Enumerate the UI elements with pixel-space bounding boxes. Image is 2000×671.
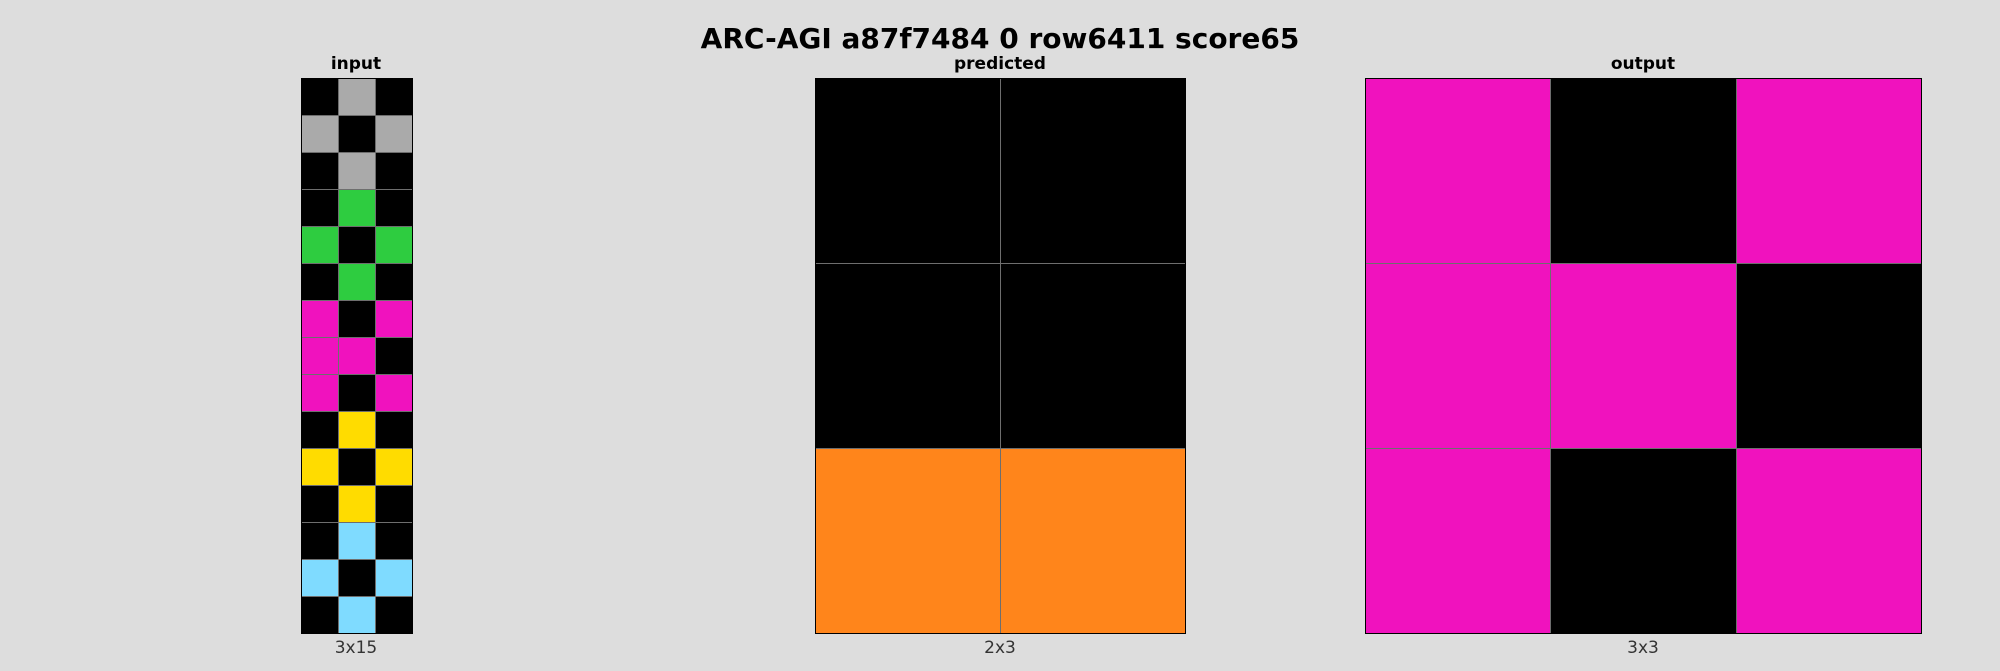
output-cell: [1551, 264, 1736, 448]
input-cell: [302, 375, 338, 411]
input-cell: [339, 116, 375, 152]
input-cell: [376, 523, 412, 559]
input-cell: [302, 190, 338, 226]
input-cell: [302, 486, 338, 522]
input-cell: [376, 338, 412, 374]
input-cell: [376, 486, 412, 522]
input-cell: [376, 116, 412, 152]
input-cell: [302, 449, 338, 485]
input-cell: [302, 301, 338, 337]
input-cell: [339, 79, 375, 115]
output-cell: [1736, 449, 1921, 633]
input-panel-label: input: [330, 54, 382, 74]
input-cell: [376, 153, 412, 189]
predicted-cell: [1001, 449, 1185, 633]
input-cell: [302, 79, 338, 115]
input-cell: [339, 523, 375, 559]
input-cell: [376, 375, 412, 411]
input-cell: [376, 449, 412, 485]
input-cell: [339, 412, 375, 448]
output-cell: [1736, 79, 1921, 263]
output-dims-label: 3x3: [1627, 638, 1659, 658]
predicted-cell: [1001, 264, 1185, 448]
input-cell: [302, 264, 338, 300]
predicted-cell: [816, 264, 1000, 448]
input-cell: [339, 153, 375, 189]
output-panel-label: output: [1610, 54, 1676, 74]
output-cell: [1736, 264, 1921, 448]
input-cell: [339, 301, 375, 337]
output-cell: [1551, 449, 1736, 633]
predicted-grid: [815, 78, 1186, 634]
input-cell: [339, 486, 375, 522]
predicted-dims-label: 2x3: [984, 638, 1016, 658]
input-cell: [339, 597, 375, 633]
output-cell: [1551, 79, 1736, 263]
input-cell: [302, 597, 338, 633]
input-cell: [302, 116, 338, 152]
output-grid: [1365, 78, 1922, 634]
input-cell: [339, 375, 375, 411]
input-cell: [376, 190, 412, 226]
input-cell: [339, 449, 375, 485]
input-cell: [302, 338, 338, 374]
input-cell: [302, 412, 338, 448]
input-grid: [301, 78, 413, 634]
input-cell: [376, 227, 412, 263]
predicted-cell: [816, 449, 1000, 633]
page-title: ARC-AGI a87f7484 0 row6411 score65: [700, 22, 1300, 55]
input-cell: [376, 79, 412, 115]
input-cell: [339, 190, 375, 226]
input-cell: [302, 227, 338, 263]
input-cell: [376, 264, 412, 300]
output-cell: [1366, 264, 1551, 448]
input-cell: [302, 523, 338, 559]
input-cell: [339, 227, 375, 263]
input-cell: [339, 560, 375, 596]
input-cell: [376, 560, 412, 596]
input-dims-label: 3x15: [334, 638, 378, 658]
predicted-panel-label: predicted: [954, 54, 1046, 74]
predicted-cell: [1001, 79, 1185, 263]
input-cell: [339, 338, 375, 374]
input-cell: [302, 560, 338, 596]
output-cell: [1366, 449, 1551, 633]
output-cell: [1366, 79, 1551, 263]
input-cell: [302, 153, 338, 189]
input-cell: [376, 597, 412, 633]
input-cell: [339, 264, 375, 300]
input-cell: [376, 301, 412, 337]
input-cell: [376, 412, 412, 448]
predicted-cell: [816, 79, 1000, 263]
